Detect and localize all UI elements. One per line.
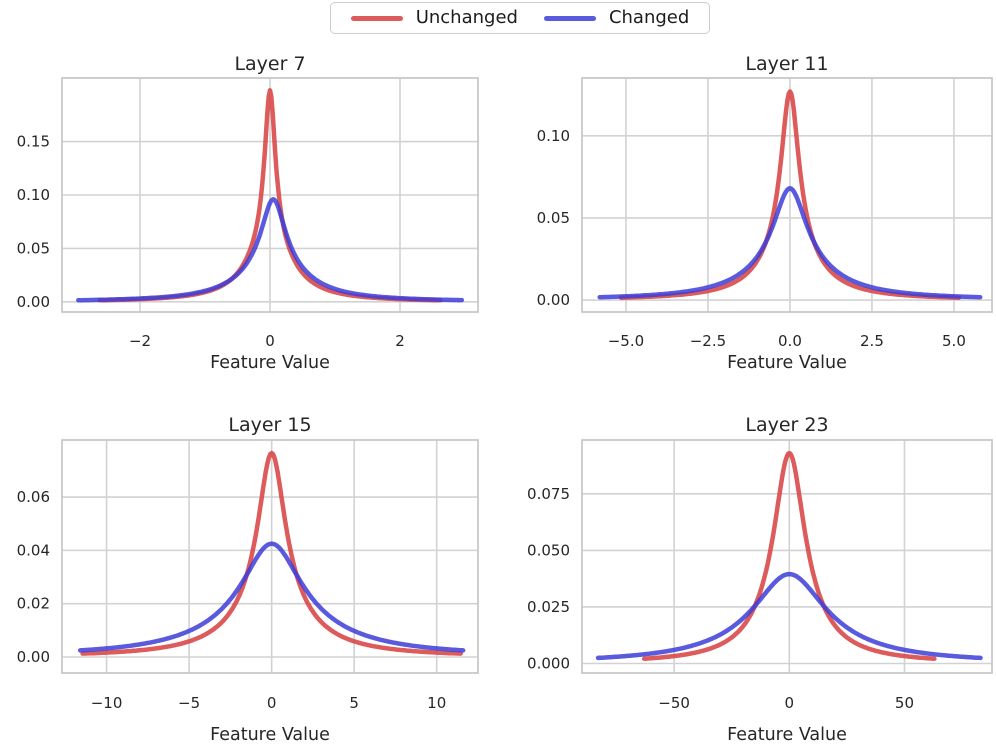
- subplot-title: Layer 23: [745, 414, 828, 436]
- kde-curve-changed: [77, 541, 466, 653]
- y-tick-label: 0.10: [537, 127, 570, 145]
- legend-item-changed: Changed: [543, 7, 690, 28]
- legend-swatch-changed-icon: [543, 15, 596, 21]
- y-tick-label: 0.15: [17, 133, 50, 151]
- subplot-layer-11: Layer 11 −5.0 −2.5 0.0 2.5 5.0 0.00 0.05 0.10 Fea…: [537, 53, 993, 373]
- subplot-layer-7: Layer 7 −2 0 2 0.00 0.05 0.10 0.15 Feature Value: [17, 53, 479, 373]
- kde-curve-unchanged: [618, 89, 962, 300]
- x-tick-label: −2: [129, 332, 151, 350]
- x-tick-label: 0: [785, 694, 795, 712]
- legend-label-changed: Changed: [608, 7, 690, 28]
- y-tick-label: 0.05: [537, 209, 570, 227]
- legend: Unchanged Changed: [330, 2, 710, 34]
- legend-item-unchanged: Unchanged: [350, 7, 518, 28]
- subplot-layer-15: Layer 15 −10 −5 0 5 10 0.00 0.02 0.04 0.06 Feature…: [17, 414, 479, 745]
- axes-spines: [61, 439, 479, 674]
- x-axis-label: Feature Value: [727, 353, 847, 373]
- subplot-title: Layer 11: [745, 53, 828, 75]
- kde-curve-changed: [595, 571, 983, 661]
- y-tick-label: 0.025: [527, 598, 570, 616]
- x-tick-label: −50: [658, 694, 690, 712]
- x-axis-label: Feature Value: [210, 353, 330, 373]
- y-tick-label: 0.050: [527, 541, 570, 559]
- kde-curve-unchanged: [80, 450, 463, 656]
- y-tick-label: 0.000: [527, 654, 570, 672]
- kde-curve-unchanged: [641, 450, 937, 661]
- y-tick-label: 0.05: [17, 239, 50, 257]
- y-tick-label: 0.06: [17, 488, 50, 506]
- x-tick-label: 0.0: [778, 332, 802, 350]
- subplot-title: Layer 7: [234, 53, 305, 75]
- x-tick-label: 5.0: [942, 332, 966, 350]
- y-tick-label: 0.00: [17, 648, 50, 666]
- y-tick-label: 0.02: [17, 595, 50, 613]
- legend-swatch-unchanged-icon: [350, 15, 403, 21]
- axes-spines: [61, 77, 479, 313]
- kde-curve-changed: [597, 186, 983, 300]
- x-axis-label: Feature Value: [727, 725, 847, 745]
- grid-lines: [62, 78, 478, 312]
- x-tick-label: −10: [91, 694, 123, 712]
- x-axis-label: Feature Value: [210, 725, 330, 745]
- y-tick-label: 0.00: [17, 293, 50, 311]
- grid-lines: [62, 440, 478, 673]
- grid-lines: [582, 440, 992, 673]
- subplot-layer-23: Layer 23 −50 0 50 0.000 0.025 0.050 0.075 Featur…: [527, 414, 993, 745]
- y-tick-label: 0.10: [17, 186, 50, 204]
- kde-curve-changed: [76, 197, 465, 303]
- subplot-title: Layer 15: [228, 414, 311, 436]
- grid-lines: [582, 78, 992, 312]
- axes-spines: [581, 77, 993, 313]
- x-tick-label: −5: [178, 694, 200, 712]
- x-tick-label: 10: [427, 694, 446, 712]
- y-tick-label: 0.075: [527, 485, 570, 503]
- x-tick-label: −2.5: [690, 332, 726, 350]
- x-tick-label: 2: [395, 332, 405, 350]
- y-tick-label: 0.04: [17, 541, 50, 559]
- x-tick-label: 2.5: [860, 332, 884, 350]
- legend-label-unchanged: Unchanged: [415, 7, 518, 28]
- x-tick-label: 5: [349, 694, 359, 712]
- x-tick-label: 50: [895, 694, 914, 712]
- x-tick-label: −5.0: [608, 332, 644, 350]
- y-tick-label: 0.00: [537, 291, 570, 309]
- axes-spines: [581, 439, 993, 674]
- x-tick-label: 0: [265, 332, 275, 350]
- x-tick-label: 0: [267, 694, 277, 712]
